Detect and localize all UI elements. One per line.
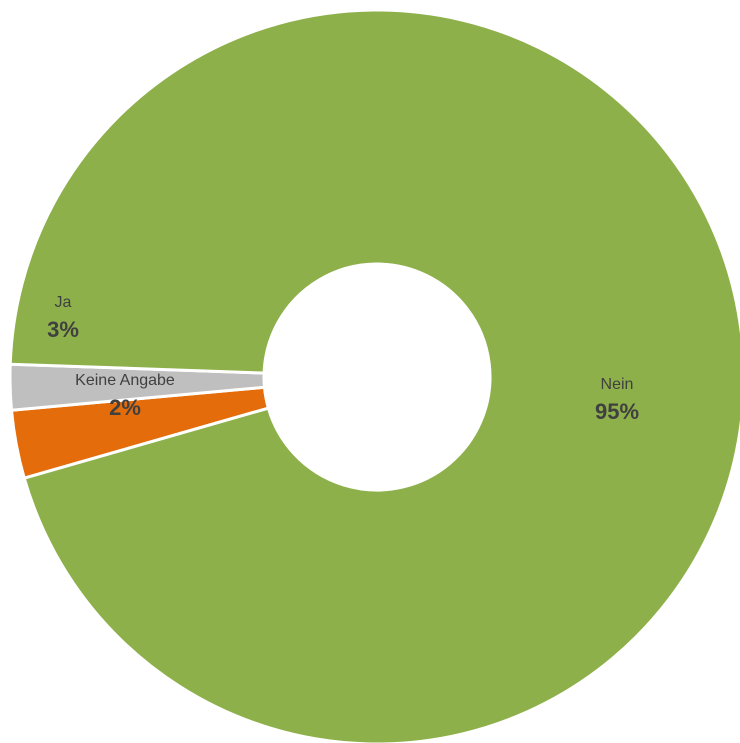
slice-nein (8, 8, 740, 743)
labels-group: Ja 3% Keine Angabe 2% Nein 95% (47, 294, 639, 424)
category-label-nein: Nein (601, 376, 634, 393)
category-label-keine-angabe: Keine Angabe (75, 372, 175, 389)
value-label-keine-angabe: 2% (109, 395, 141, 420)
category-label-ja: Ja (55, 294, 72, 311)
value-label-ja: 3% (47, 317, 79, 342)
slices-group (8, 8, 740, 743)
value-label-nein: 95% (595, 399, 639, 424)
